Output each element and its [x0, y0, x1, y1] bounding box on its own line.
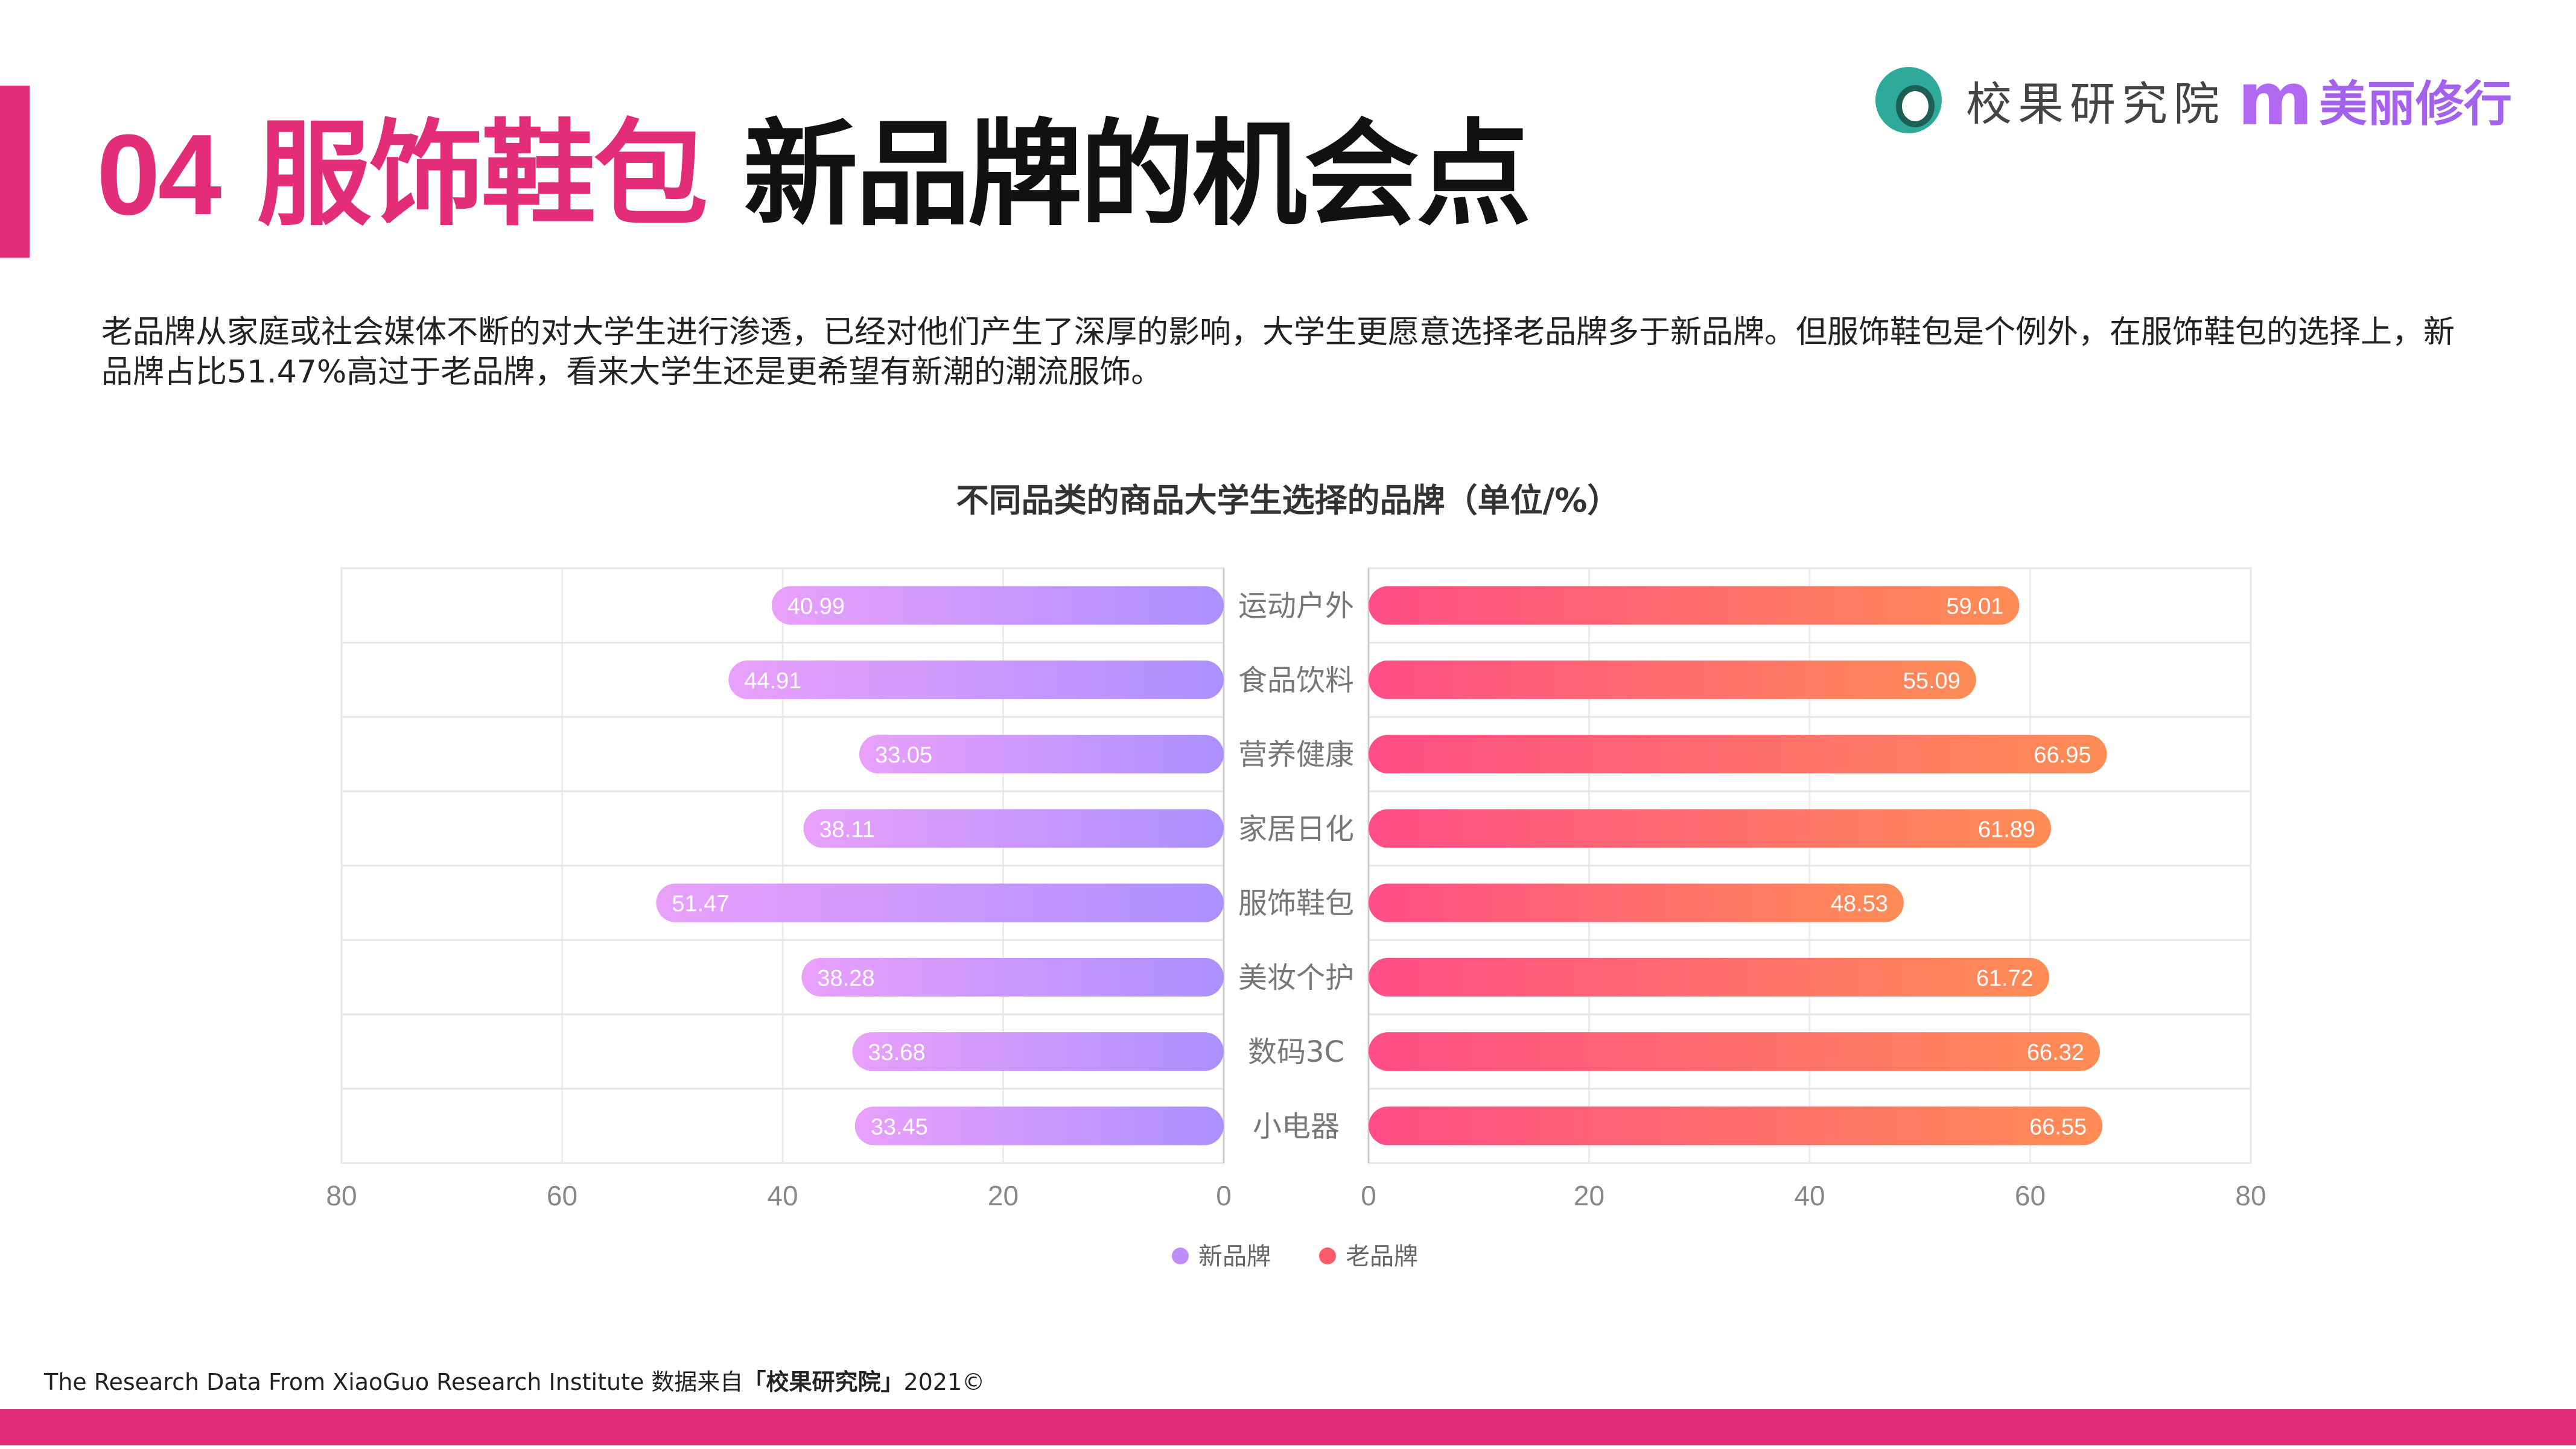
x-tick-label: 40: [767, 1180, 798, 1211]
data-label-old: 66.32: [2027, 1040, 2084, 1065]
bar-old-brand: [1369, 660, 1976, 699]
page-title: 04 服饰鞋包 新品牌的机会点: [97, 103, 1531, 247]
title-main: 新品牌的机会点: [743, 108, 1531, 241]
data-label-new: 44.91: [744, 668, 801, 694]
data-label-old: 61.89: [1978, 817, 2035, 842]
category-label: 服饰鞋包: [1238, 887, 1354, 921]
bar-old-brand: [1369, 809, 2052, 848]
bar-old-brand: [1369, 1106, 2103, 1146]
chart-title: 不同品类的商品大学生选择的品牌（单位/%）: [956, 481, 1620, 519]
bar-old-brand: [1369, 586, 2020, 625]
footer-brand: 「校果研究院」: [743, 1369, 904, 1395]
legend-new-brand[interactable]: 新品牌: [1198, 1243, 1271, 1270]
legend-old-brand-icon: [1319, 1248, 1336, 1264]
bar-new-brand: [854, 1106, 1224, 1146]
data-label-new: 33.05: [875, 743, 932, 768]
section-number: 04: [97, 111, 221, 239]
logo-name: 校果研究院: [1966, 77, 2225, 131]
x-tick-label: 0: [1216, 1180, 1232, 1211]
bottom-bar: [0, 1409, 2576, 1445]
data-label-new: 51.47: [672, 892, 729, 917]
bar-new-brand: [728, 660, 1224, 699]
bar-new-brand: [801, 957, 1224, 997]
data-label-old: 59.01: [1946, 594, 2003, 620]
data-label-new: 38.28: [817, 966, 874, 991]
bar-old-brand: [1369, 735, 2107, 774]
x-tick-label: 0: [1361, 1180, 1376, 1211]
bar-old-brand: [1369, 1032, 2100, 1071]
legend-old-brand[interactable]: 老品牌: [1346, 1243, 1418, 1270]
title-highlight: 服饰鞋包: [256, 108, 708, 241]
x-tick-label: 40: [1794, 1180, 1825, 1211]
footer-prefix: The Research Data From XiaoGuo Research …: [44, 1369, 743, 1395]
bar-old-brand: [1369, 883, 1904, 922]
data-label-old: 61.72: [1976, 966, 2034, 991]
bar-new-brand: [859, 735, 1224, 774]
accent-bar: [0, 86, 30, 258]
x-tick-label: 20: [1574, 1180, 1604, 1211]
x-tick-label: 20: [988, 1180, 1019, 1211]
data-label-new: 40.99: [787, 594, 845, 620]
bar-new-brand: [852, 1032, 1224, 1071]
footer-suffix: 2021©: [903, 1369, 985, 1395]
description-paragraph: 老品牌从家庭或社会媒体不断的对大学生进行渗透，已经对他们产生了深厚的影响，大学生…: [101, 314, 2455, 390]
brand-m-icon: m: [2237, 58, 2314, 142]
brand-name: 美丽修行: [2319, 76, 2513, 132]
data-label-new: 33.45: [871, 1114, 928, 1140]
bar-new-brand: [656, 883, 1224, 922]
data-label-old: 66.95: [2034, 743, 2091, 768]
category-label: 营养健康: [1238, 738, 1354, 772]
category-label: 运动户外: [1238, 589, 1354, 623]
category-label: 美妆个护: [1238, 961, 1354, 995]
data-label-old: 55.09: [1903, 668, 1961, 694]
data-label-old: 48.53: [1831, 892, 1888, 917]
category-label: 数码3C: [1248, 1035, 1344, 1069]
x-tick-label: 60: [2015, 1180, 2046, 1211]
data-label-new: 33.68: [868, 1040, 925, 1065]
data-label-new: 38.11: [819, 817, 875, 842]
bar-new-brand: [771, 586, 1224, 625]
bar-new-brand: [803, 809, 1224, 848]
x-tick-label: 60: [547, 1180, 577, 1211]
legend-new-brand-icon: [1172, 1248, 1189, 1264]
category-label: 小电器: [1253, 1109, 1340, 1143]
category-label: 家居日化: [1238, 812, 1354, 846]
bar-old-brand: [1369, 957, 2049, 997]
footer-source: The Research Data From XiaoGuo Research …: [44, 1363, 985, 1397]
xiaoguo-logo-icon: [1875, 67, 1942, 133]
logo: 校果研究院 m 美丽修行: [1875, 58, 2513, 142]
category-label: 食品饮料: [1238, 664, 1354, 697]
x-tick-label: 80: [2235, 1180, 2266, 1211]
x-tick-label: 80: [326, 1180, 357, 1211]
data-label-old: 66.55: [2029, 1114, 2087, 1140]
